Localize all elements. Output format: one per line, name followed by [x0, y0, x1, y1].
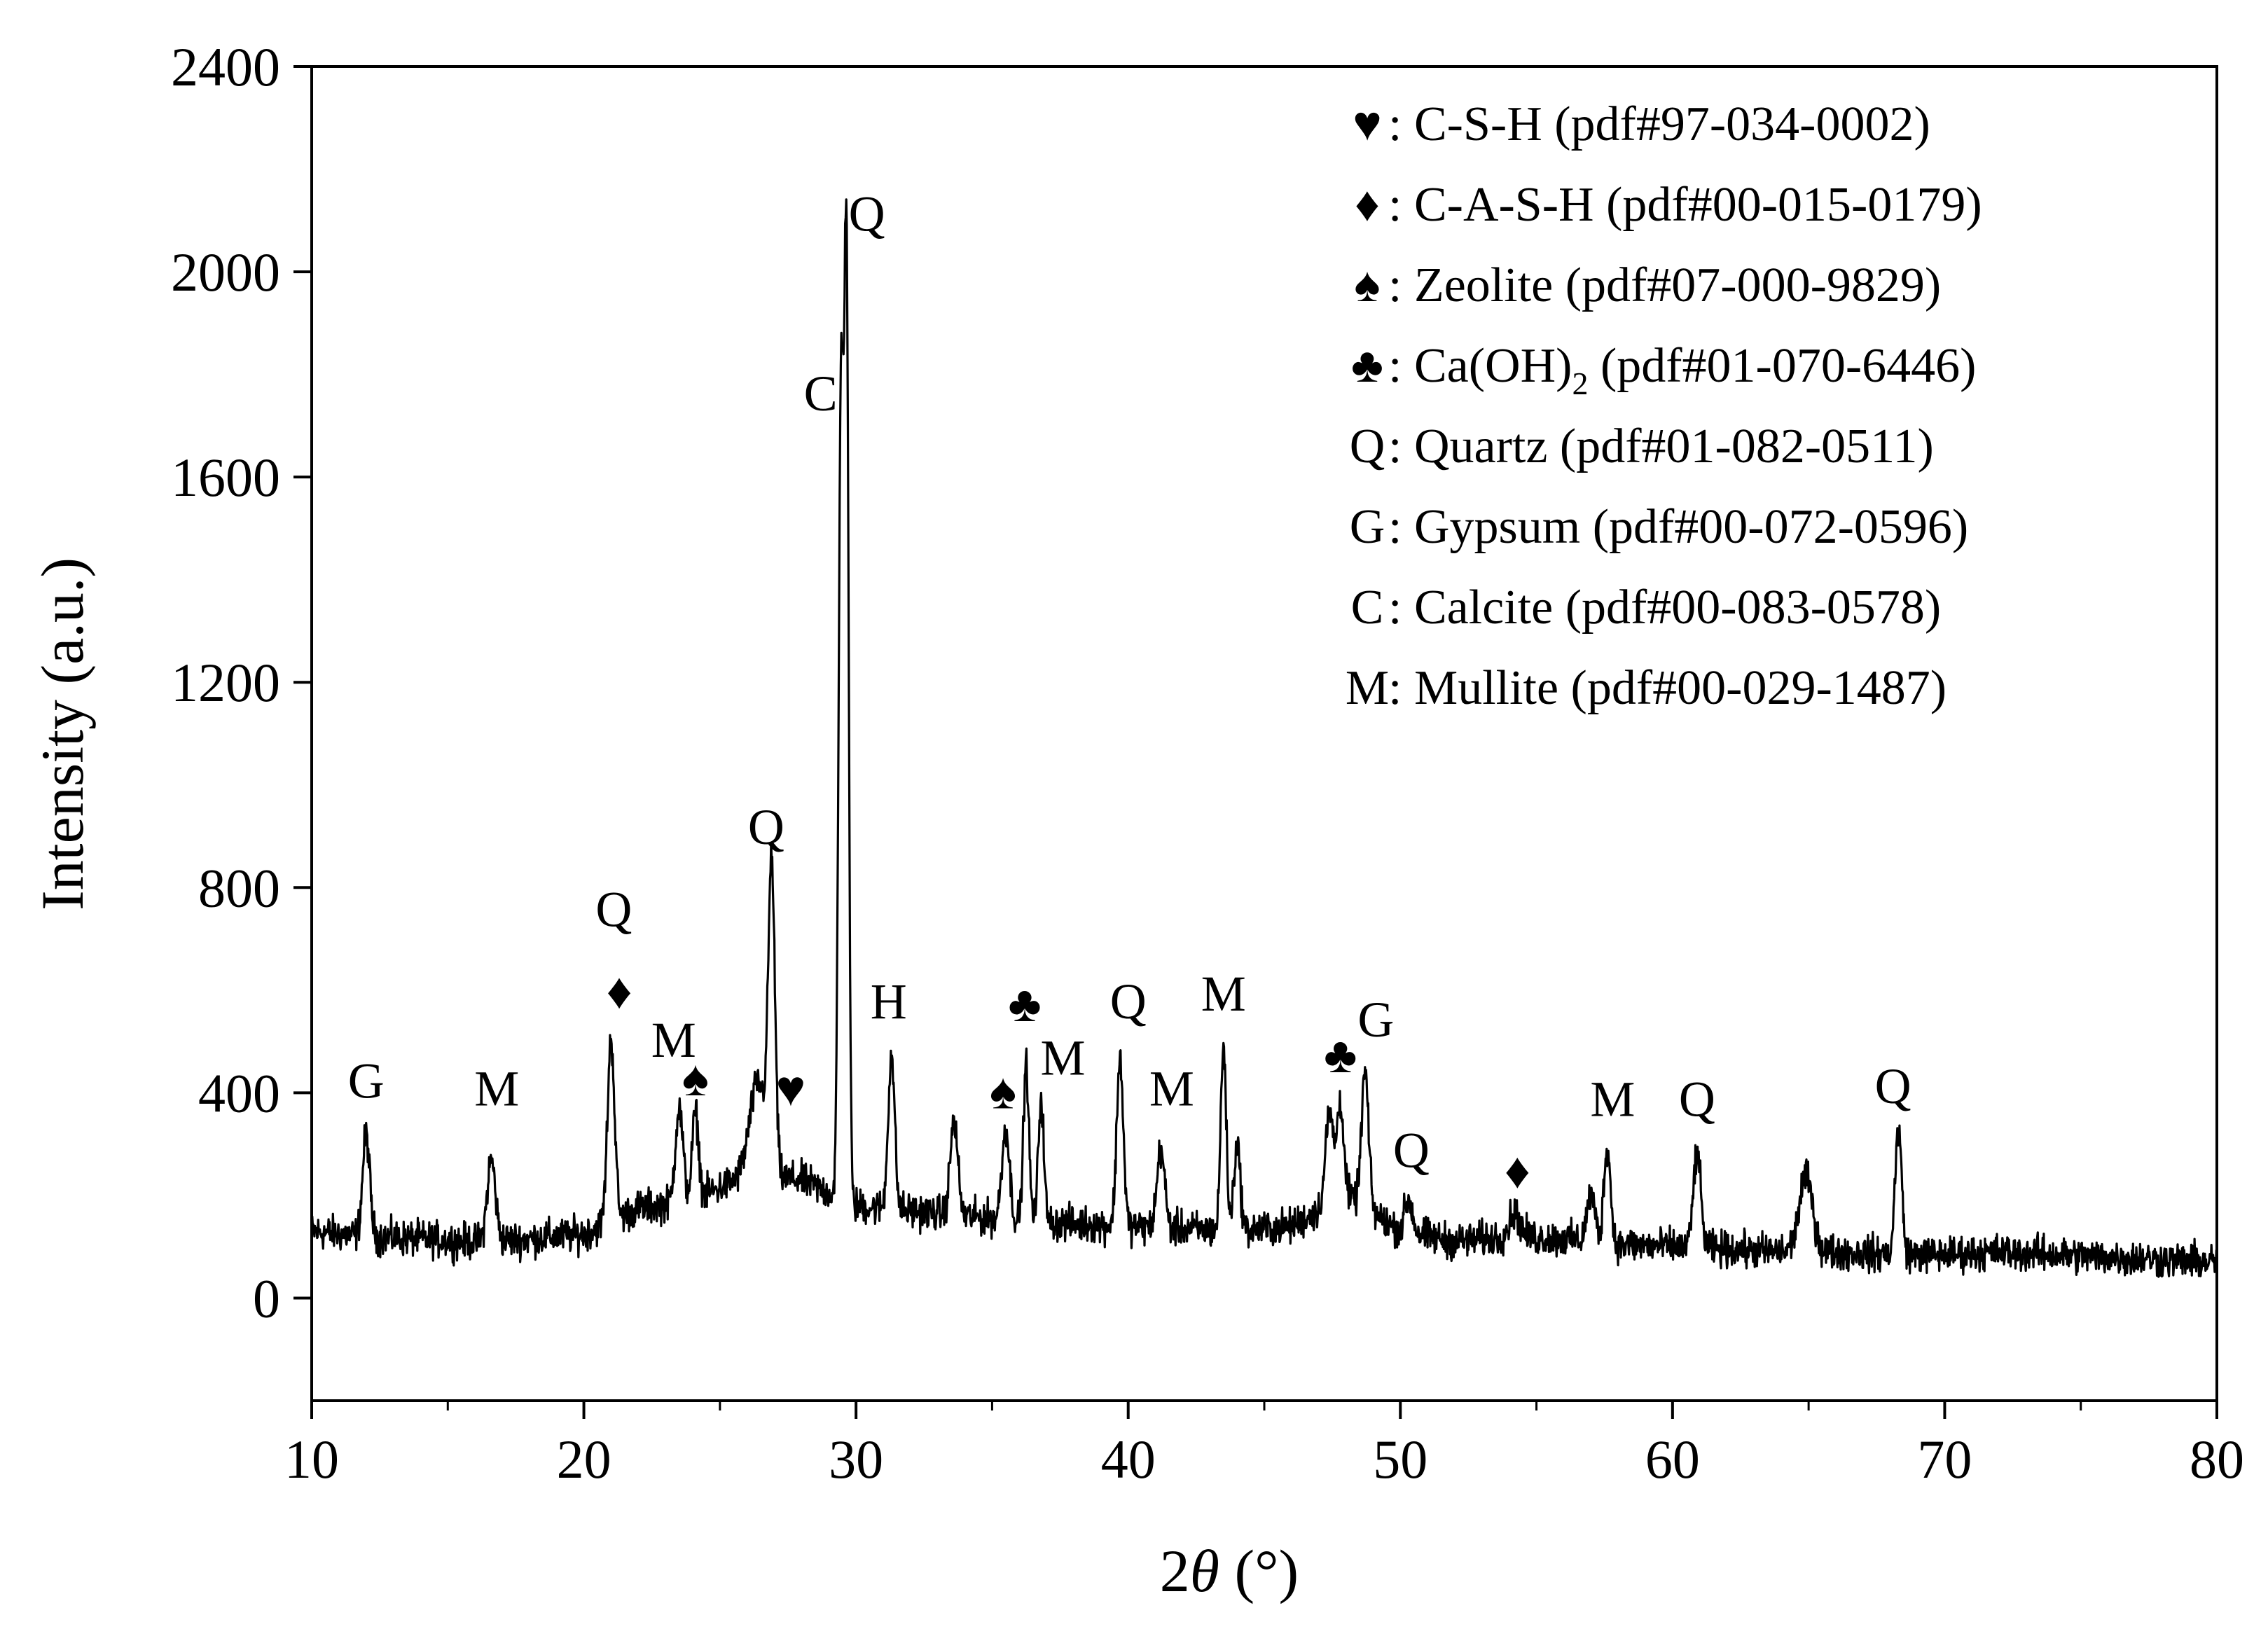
legend-entry: : Calcite (pdf#00-083-0578) — [1388, 581, 1941, 635]
legend-symbol: ♣ — [1351, 339, 1383, 393]
legend-entry-text: : Quartz (pdf#01-082-0511) — [1388, 420, 1934, 473]
peak-label: M — [1590, 1071, 1635, 1127]
legend-entry-text: : Zeolite (pdf#07-000-9829) — [1388, 258, 1941, 312]
peak-label: ♠ — [990, 1063, 1016, 1119]
legend-symbol: ♥ — [1353, 97, 1382, 151]
x-axis-title-prefix: 2 — [1160, 1537, 1190, 1604]
peak-label: ♦ — [1505, 1143, 1530, 1199]
x-tick-label: 40 — [1101, 1429, 1156, 1490]
legend-entry-text: : C-A-S-H (pdf#00-015-0179) — [1388, 178, 1982, 232]
x-tick-label: 20 — [557, 1429, 611, 1490]
legend-entry: : Quartz (pdf#01-082-0511) — [1388, 420, 1934, 473]
y-axis: 0 400 800 1200 1600 2000 2400 — [171, 36, 312, 1329]
y-tick-label: 1200 — [171, 652, 280, 713]
y-tick-label: 400 — [198, 1062, 280, 1123]
peak-label: Q — [1393, 1123, 1430, 1179]
legend-entry: : Zeolite (pdf#07-000-9829) — [1388, 258, 1941, 312]
legend-symbol: ♠ — [1354, 258, 1380, 312]
peak-label: Q — [1679, 1071, 1715, 1127]
x-axis-title: 2θ (°) — [1160, 1537, 1299, 1604]
y-tick-label: 2400 — [171, 36, 280, 97]
x-axis-title-symbol: θ — [1190, 1537, 1219, 1604]
legend-entry: : C-A-S-H (pdf#00-015-0179) — [1388, 178, 1982, 232]
peak-label: M — [1201, 966, 1246, 1022]
peak-label: G — [1357, 992, 1394, 1048]
y-tick-label: 800 — [198, 857, 280, 918]
peak-label: G — [348, 1053, 385, 1109]
legend-symbol: ♦ — [1355, 178, 1380, 232]
legend-entry-text: : Gypsum (pdf#00-072-0596) — [1388, 500, 1968, 554]
legend-entry: : Gypsum (pdf#00-072-0596) — [1388, 500, 1968, 554]
legend-symbol: M — [1346, 661, 1389, 715]
y-axis-title: Intensity (a.u.) — [29, 557, 96, 910]
x-tick-label: 80 — [2190, 1429, 2244, 1490]
y-tick-label: 2000 — [171, 242, 280, 303]
peak-label: M — [1040, 1030, 1085, 1086]
x-axis-title-unit: (°) — [1219, 1537, 1299, 1604]
peak-label: Q — [748, 799, 784, 855]
peak-label: H — [871, 973, 907, 1030]
peak-label: Q — [595, 881, 632, 937]
legend-symbol: G — [1350, 500, 1385, 554]
peak-label: ♣ — [1008, 976, 1041, 1032]
legend-entry-text: : Ca(OH) — [1388, 339, 1572, 393]
legend-entry-text: : Calcite (pdf#00-083-0578) — [1388, 581, 1941, 635]
legend-entry-text: : Mullite (pdf#00-029-1487) — [1388, 661, 1947, 715]
legend-entry-subscript: 2 — [1572, 366, 1588, 401]
peak-label: M — [651, 1012, 696, 1068]
peak-label: Q — [1110, 973, 1147, 1030]
legend-symbol: C — [1351, 581, 1384, 635]
peak-label: C — [804, 366, 838, 422]
legend-entry: : Ca(OH)2 (pdf#01-070-6446) — [1388, 339, 1977, 401]
x-tick-label: 70 — [1917, 1429, 1972, 1490]
legend: ♥: C-S-H (pdf#97-034-0002)♦: C-A-S-H (pd… — [1346, 97, 1982, 715]
peak-label: M — [474, 1061, 519, 1117]
x-tick-label: 10 — [284, 1429, 339, 1490]
peak-label: ♣ — [1324, 1027, 1357, 1083]
peak-label: Q — [849, 186, 885, 242]
legend-entry-text: : C-S-H (pdf#97-034-0002) — [1388, 97, 1930, 151]
x-axis: 10 20 30 40 50 60 70 80 — [284, 1401, 2244, 1490]
x-tick-label: 60 — [1645, 1429, 1700, 1490]
y-tick-label: 1600 — [171, 447, 280, 508]
legend-entry: : C-S-H (pdf#97-034-0002) — [1388, 97, 1930, 151]
xrd-pattern-line — [310, 198, 2218, 1278]
x-tick-label: 30 — [829, 1429, 883, 1490]
peak-label: ♠ — [682, 1051, 709, 1107]
legend-entry-text-after: (pdf#01-070-6446) — [1588, 339, 1976, 393]
x-tick-label: 50 — [1373, 1429, 1427, 1490]
peak-label: M — [1149, 1061, 1194, 1117]
peak-label: ♦ — [607, 963, 632, 1019]
y-tick-label: 0 — [253, 1268, 280, 1329]
peak-label: ♥ — [776, 1061, 806, 1117]
legend-symbol: Q — [1350, 420, 1385, 473]
legend-entry: : Mullite (pdf#00-029-1487) — [1388, 661, 1947, 715]
peak-label: Q — [1875, 1058, 1911, 1114]
